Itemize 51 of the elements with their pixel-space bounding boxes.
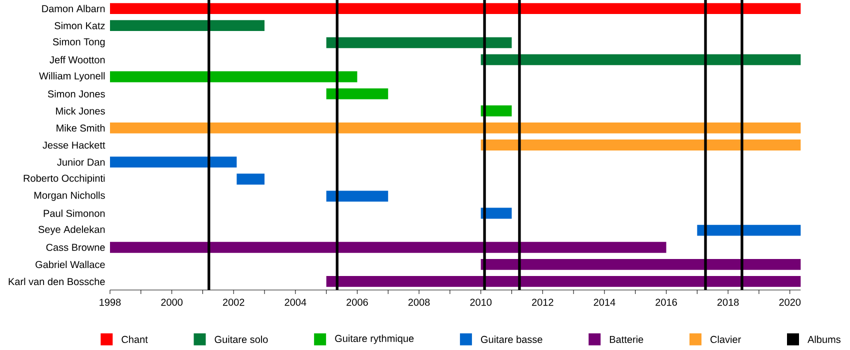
bar — [236, 174, 265, 185]
legend-label: Guitare solo — [214, 336, 268, 344]
x-tick-label: 2016 — [656, 298, 677, 306]
y-tick-label: Jeff Wootton — [50, 56, 105, 64]
y-tick-label: Roberto Occhipinti — [24, 174, 105, 184]
y-tick-label: Mike Smith — [56, 124, 105, 132]
bar — [326, 37, 512, 48]
y-tick-label: Jesse Hackett — [42, 141, 106, 149]
x-tick-label: 2002 — [222, 298, 244, 306]
x-tick-label: 2006 — [346, 298, 368, 306]
y-tick-label: Cass Browne — [46, 244, 105, 251]
y-tick-label: Mick Jones — [56, 107, 105, 115]
y-tick-label: Junior Dan — [57, 158, 105, 166]
legend-label: Guitare basse — [480, 336, 542, 344]
bar — [326, 190, 388, 202]
y-tick-label: Morgan Nicholls — [34, 192, 105, 201]
bar — [110, 71, 358, 82]
y-tick-label: Karl van den Bossche — [8, 278, 105, 286]
y-tick-label: Damon Albarn — [42, 4, 105, 12]
y-tick-label: Simon Tong — [52, 38, 105, 48]
x-tick-label: 2018 — [717, 298, 739, 306]
y-tick-label: Simon Katz — [54, 22, 105, 30]
y-tick-label: Seye Adelekan — [38, 226, 105, 235]
legend-label: Clavier — [710, 336, 741, 344]
x-tick-label: 1998 — [100, 298, 121, 306]
legend-label: Batterie — [610, 336, 644, 344]
bar — [110, 156, 237, 168]
bar — [110, 3, 801, 14]
x-tick-label: 2004 — [284, 298, 306, 306]
x-tick-label: 2012 — [532, 298, 554, 306]
x-tick-label: 2008 — [408, 298, 430, 306]
y-tick-label: William Lyonell — [39, 72, 105, 82]
bar — [697, 224, 801, 236]
legend-label: Chant — [122, 336, 148, 344]
bar — [480, 54, 801, 66]
bar — [480, 258, 801, 270]
y-tick-label: Simon Jones — [48, 90, 105, 98]
bar — [326, 276, 801, 287]
y-tick-label: Gabriel Wallace — [36, 260, 105, 268]
y-tick-label: Paul Simonon — [44, 210, 105, 217]
legend-label: Guitare rythmique — [335, 334, 414, 344]
x-tick-label: 2014 — [594, 298, 616, 306]
bar — [110, 122, 801, 134]
legend-label: Albums — [808, 336, 841, 344]
bar — [326, 88, 388, 100]
bar — [480, 140, 801, 150]
bar — [110, 242, 666, 253]
bar — [110, 20, 265, 32]
x-tick-label: 2020 — [779, 298, 801, 306]
x-tick-label: 2010 — [470, 298, 492, 306]
x-tick-label: 2000 — [161, 298, 183, 306]
